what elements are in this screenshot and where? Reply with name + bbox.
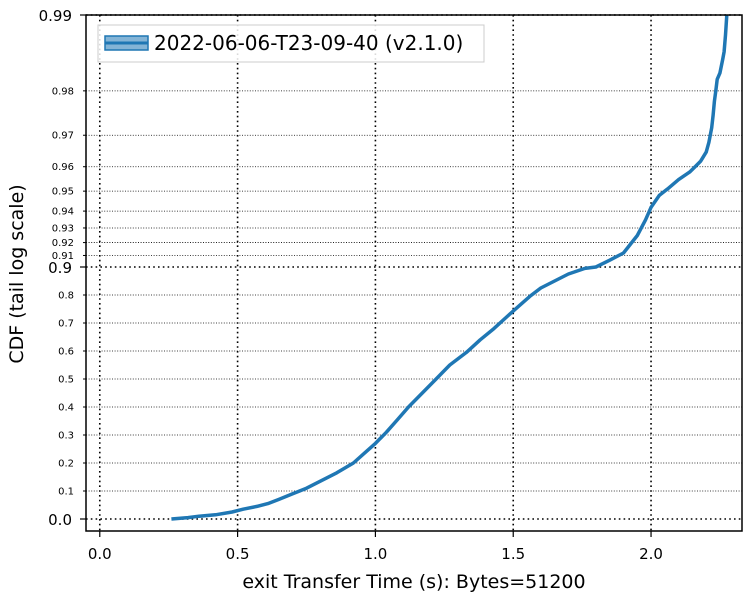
y-minor-tick-label: 0.3 [58, 431, 74, 442]
y-minor-tick-label: 0.94 [52, 207, 74, 218]
ticks [80, 14, 652, 537]
y-minor-tick-label: 0.6 [58, 347, 74, 358]
y-minor-tick-label: 0.91 [52, 251, 74, 262]
x-tick-label: 1.5 [501, 545, 525, 563]
y-major-tick-label: 0.9 [48, 259, 72, 277]
legend: 2022-06-06-T23-09-40 (v2.1.0) [97, 24, 485, 63]
series-layer [171, 14, 729, 521]
y-minor-tick-label: 0.92 [52, 238, 74, 249]
y-minor-tick-label: 0.96 [52, 162, 74, 173]
plot-frame [85, 14, 743, 532]
y-minor-tick-label: 0.97 [52, 131, 74, 142]
y-axis-label: CDF (tail log scale) [6, 184, 28, 363]
y-minor-tick-label: 0.95 [52, 187, 74, 198]
x-tick-label: 0.5 [226, 545, 250, 563]
y-minor-tick-label: 0.98 [52, 86, 74, 97]
y-minor-tick-label: 0.8 [58, 291, 74, 302]
y-minor-tick-label: 0.7 [58, 319, 74, 330]
x-tick-label: 1.0 [363, 545, 387, 563]
y-minor-tick-label: 0.5 [58, 375, 74, 386]
legend-label: 2022-06-06-T23-09-40 (v2.1.0) [154, 31, 463, 55]
y-minor-tick-label: 0.2 [58, 459, 74, 470]
x-tick-label: 2.0 [639, 545, 663, 563]
y-major-tick-label: 0.99 [39, 7, 72, 25]
y-minor-tick-label: 0.93 [52, 223, 74, 234]
y-minor-tick-label: 0.4 [58, 403, 74, 414]
series-line-0 [171, 14, 729, 521]
x-tick-label: 0.0 [88, 545, 112, 563]
y-minor-tick-label: 0.1 [58, 487, 74, 498]
legend-box [97, 24, 485, 63]
tick-labels: 0.1 0.2 0.3 0.4 0.5 0.6 0.7 0.8 0.91 0.92 0.93 0.94… [39, 7, 663, 563]
y-major-tick-label: 0.0 [48, 511, 72, 529]
x-axis-label: exit Transfer Time (s): Bytes=51200 [242, 571, 585, 593]
